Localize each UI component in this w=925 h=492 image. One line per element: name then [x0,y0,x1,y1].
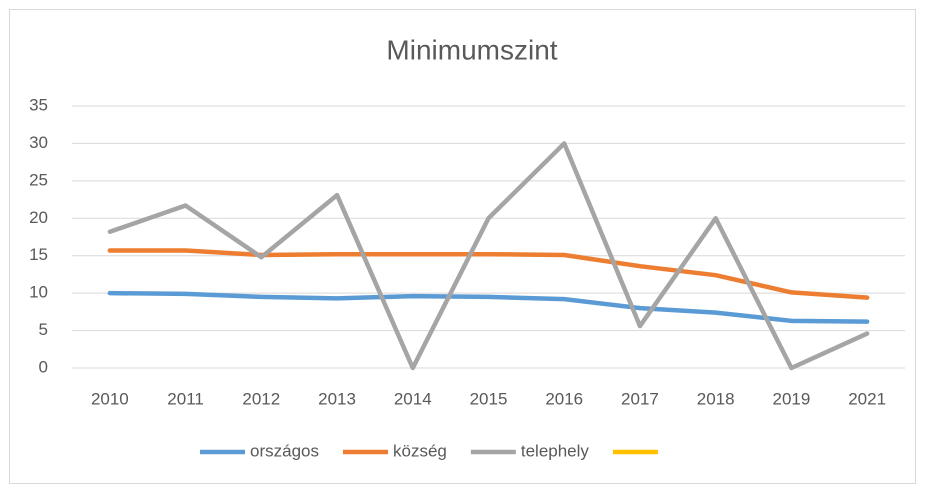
y-tick-label: 0 [39,357,48,376]
x-tick-label: 2021 [848,389,886,408]
chart-title: Minimumszint [386,34,557,65]
chart-border [9,9,916,484]
y-tick-label: 20 [29,208,48,227]
x-tick-label: 2018 [697,389,735,408]
x-tick-label: 2014 [394,389,432,408]
y-tick-label: 10 [29,283,48,302]
x-tick-label: 2012 [242,389,280,408]
x-tick-label: 2015 [470,389,508,408]
x-tick-label: 2017 [621,389,659,408]
legend-label: telephely [521,441,590,460]
y-tick-label: 25 [29,170,48,189]
legend-label: község [393,441,447,460]
x-tick-label: 2016 [545,389,583,408]
series-line [107,141,870,371]
series-line [107,248,870,300]
x-tick-label: 2011 [167,389,204,408]
x-tick-label: 2013 [318,389,356,408]
x-tick-label: 2019 [772,389,810,408]
legend-label: országos [250,441,319,460]
x-tick-label: 2010 [91,389,129,408]
y-tick-label: 5 [39,320,48,339]
y-tick-label: 35 [29,95,48,114]
y-tick-label: 30 [29,133,48,152]
y-tick-label: 15 [29,245,48,264]
series-line [107,290,870,324]
